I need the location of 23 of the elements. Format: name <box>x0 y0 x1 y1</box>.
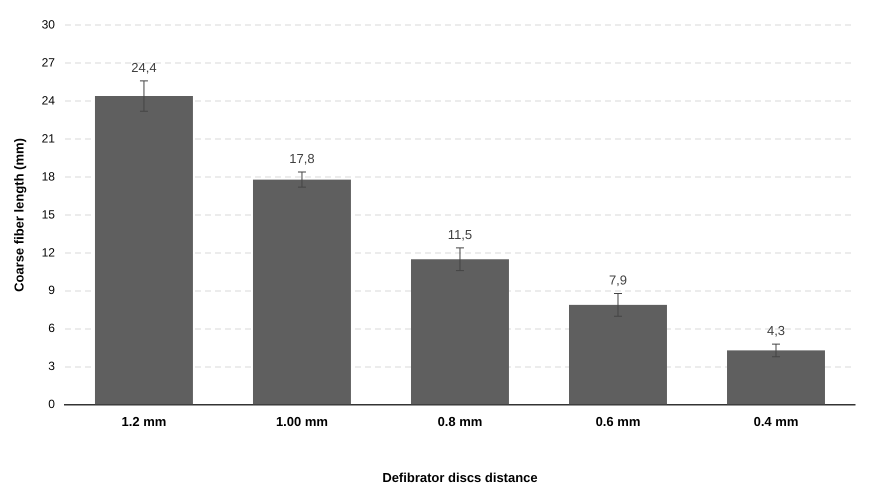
y-tick-label: 9 <box>48 283 56 298</box>
x-tick-label: 0.6 mm <box>596 414 640 430</box>
y-tick-label: 27 <box>42 55 56 70</box>
x-tick-label: 0.8 mm <box>438 414 482 430</box>
data-label: 4,3 <box>766 323 786 338</box>
y-tick-label: 0 <box>48 397 56 412</box>
x-tick-label: 1.2 mm <box>122 414 166 430</box>
y-tick-label: 18 <box>42 169 56 184</box>
data-label: 7,9 <box>608 272 628 288</box>
y-tick-label: 24 <box>42 93 56 108</box>
data-label: 24,4 <box>131 60 157 75</box>
y-tick-label: 12 <box>42 245 56 260</box>
y-tick-label: 3 <box>48 359 56 374</box>
y-tick-label: 30 <box>42 18 56 32</box>
data-label: 11,5 <box>448 226 472 242</box>
x-axis-title: Defibrator discs distance <box>382 470 538 485</box>
data-label: 17,8 <box>289 151 315 166</box>
x-tick-label: 0.4 mm <box>754 414 798 430</box>
x-tick-label: 1.00 mm <box>276 414 328 430</box>
y-tick-label: 6 <box>48 321 56 336</box>
y-tick-label: 21 <box>42 131 56 146</box>
y-tick-label: 15 <box>42 207 56 222</box>
y-axis-title: Coarse fiber length (mm) <box>11 138 26 292</box>
